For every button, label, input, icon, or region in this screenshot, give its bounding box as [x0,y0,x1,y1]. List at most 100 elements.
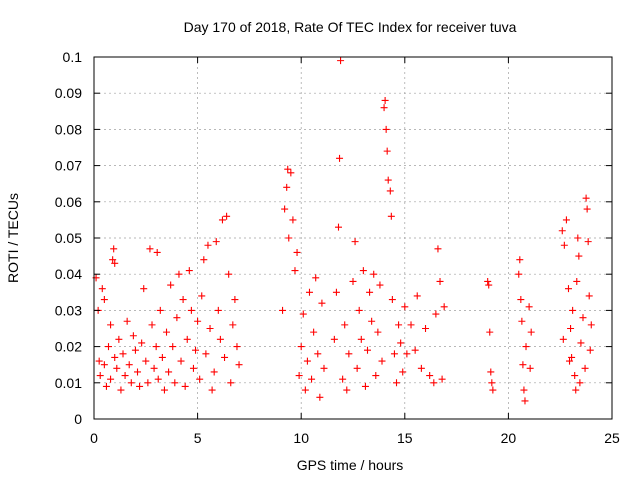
data-point [516,256,524,264]
data-point [96,372,104,380]
data-point [384,176,392,184]
data-point [125,361,133,369]
y-tick-label: 0.1 [63,49,83,65]
data-point [235,361,243,369]
data-point [519,361,527,369]
data-point [105,343,113,351]
y-tick-label: 0 [74,411,82,427]
data-point [95,357,103,365]
data-point [560,241,568,249]
data-point [295,372,303,380]
data-point [102,382,110,390]
data-point [279,306,287,314]
data-point [196,375,204,383]
data-point [113,364,121,372]
data-point [426,372,434,380]
data-point [417,364,425,372]
data-point [210,368,218,376]
data-point [158,353,166,361]
data-point [229,321,237,329]
data-point [185,267,193,275]
data-point [582,194,590,202]
x-tick-label: 5 [194,430,202,446]
data-point [312,274,320,282]
data-point [177,357,185,365]
data-point [489,386,497,394]
data-point [153,248,161,256]
data-point [573,277,581,285]
data-point [293,248,301,256]
data-point [227,379,235,387]
data-point [407,321,415,329]
data-point [399,368,407,376]
data-point [583,205,591,213]
data-point [336,154,344,162]
data-point [98,285,106,293]
x-tick-label: 25 [604,430,620,446]
y-tick-label: 0.04 [55,266,82,282]
data-point [212,238,220,246]
data-point [100,361,108,369]
y-tick-label: 0.01 [55,375,82,391]
data-point [357,335,365,343]
data-point [284,165,292,173]
data-point [152,343,160,351]
data-point [123,317,131,325]
data-point [314,350,322,358]
data-point [160,386,168,394]
y-tick-label: 0.06 [55,194,82,210]
data-point [485,281,493,289]
data-point [374,328,382,336]
data-point [526,364,534,372]
data-point [287,169,295,177]
data-point [559,335,567,343]
data-point [281,205,289,213]
data-point [183,335,191,343]
data-point [378,357,386,365]
data-point [320,364,328,372]
data-point [370,270,378,278]
chart-title: Day 170 of 2018, Rate Of TEC Index for r… [184,19,517,35]
data-point [334,223,342,231]
data-point [411,346,419,354]
data-point [387,212,395,220]
y-tick-label: 0.08 [55,121,82,137]
data-point [339,375,347,383]
data-point [576,379,584,387]
data-point [403,350,411,358]
data-point [111,353,119,361]
data-point [395,321,403,329]
data-point [579,314,587,322]
data-point [401,303,409,311]
data-point [119,350,127,358]
data-point [297,343,305,351]
data-point [381,96,389,104]
data-point [289,216,297,224]
data-point [575,252,583,260]
data-point [318,299,326,307]
x-tick-label: 20 [501,430,517,446]
data-point [316,393,324,401]
data-point [562,216,570,224]
data-point [308,375,316,383]
data-point [364,346,372,354]
data-point [413,292,421,300]
data-point [361,382,369,390]
data-point [285,234,293,242]
data-point [566,357,574,365]
data-point [341,321,349,329]
data-point [330,335,338,343]
y-tick-label: 0.07 [55,158,82,174]
data-point [432,310,440,318]
data-point [218,216,226,224]
data-point [520,386,528,394]
data-point [487,368,495,376]
data-point [154,375,162,383]
data-point [383,147,391,155]
data-point [567,325,575,332]
grid-lines [94,57,612,419]
data-point [359,267,367,275]
data-point [388,296,396,304]
data-point [175,270,183,278]
data-point [171,379,179,387]
